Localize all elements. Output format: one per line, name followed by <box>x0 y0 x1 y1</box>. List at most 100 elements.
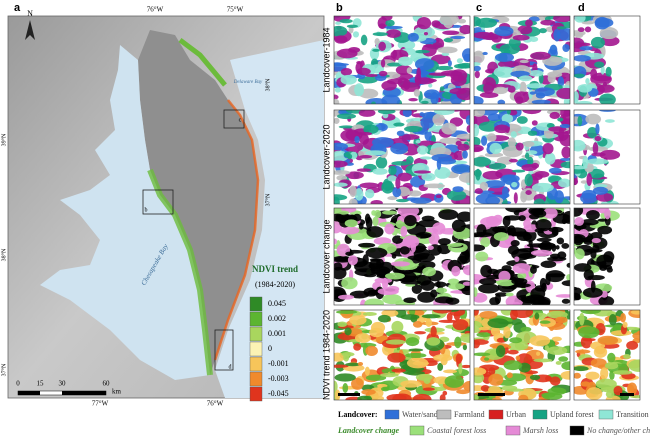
patch <box>527 130 538 136</box>
patch <box>340 68 353 76</box>
patch <box>336 175 348 181</box>
patch <box>420 280 435 291</box>
patch <box>561 218 567 225</box>
panel-frame <box>573 15 641 105</box>
patch <box>580 335 593 349</box>
patch <box>605 66 612 78</box>
patch <box>365 247 388 259</box>
patch <box>543 208 558 219</box>
patch <box>430 325 437 338</box>
patch <box>515 355 521 361</box>
patch <box>474 110 486 117</box>
patch <box>508 158 518 163</box>
patch <box>384 223 395 235</box>
patch <box>590 68 598 80</box>
patch <box>421 215 435 222</box>
patch <box>499 43 521 55</box>
patch <box>422 387 435 391</box>
patch <box>623 354 631 359</box>
patch <box>586 387 603 400</box>
patch <box>529 91 536 95</box>
patch <box>428 232 440 246</box>
legend-swatch <box>249 371 263 387</box>
patch <box>485 215 499 226</box>
patch <box>509 337 523 344</box>
panel-frame <box>473 309 571 401</box>
patch <box>420 116 435 129</box>
patch <box>386 78 403 85</box>
patch <box>334 117 340 124</box>
ocean <box>215 40 324 398</box>
patch <box>334 142 348 151</box>
patch <box>554 190 565 204</box>
row-label: Landcover change <box>321 219 331 293</box>
patch <box>474 95 484 104</box>
patch <box>574 366 589 372</box>
patch <box>604 362 619 370</box>
patch <box>338 294 355 300</box>
patch <box>488 373 504 386</box>
patch <box>434 296 454 304</box>
patch <box>632 331 640 340</box>
patch <box>334 182 348 187</box>
patch <box>535 218 552 232</box>
patch <box>358 131 373 136</box>
patch <box>561 280 570 287</box>
patch <box>474 144 484 153</box>
legend-swatch <box>249 356 263 372</box>
panel-texture <box>474 208 570 305</box>
patch <box>524 152 530 160</box>
patch <box>556 26 567 30</box>
patch <box>397 172 412 182</box>
patch <box>346 24 359 29</box>
patch <box>380 372 399 378</box>
patch <box>364 366 370 376</box>
patch <box>369 327 384 338</box>
patch <box>474 292 488 303</box>
panel-frame <box>473 15 571 105</box>
patch <box>400 82 421 92</box>
patch <box>450 35 466 40</box>
patch <box>556 87 570 100</box>
patch <box>360 34 368 46</box>
patch <box>528 70 544 77</box>
patch <box>524 173 533 187</box>
patch <box>476 332 491 338</box>
legend-label: Transition <box>616 410 649 419</box>
patch <box>382 178 393 192</box>
legend-label: -0.001 <box>268 359 289 368</box>
patch <box>530 51 551 60</box>
patch <box>431 153 453 162</box>
patch <box>413 170 432 174</box>
patch <box>487 113 501 122</box>
patch <box>387 175 397 182</box>
patch <box>484 180 506 189</box>
patch <box>599 93 616 104</box>
patch <box>455 353 463 364</box>
scale-bar <box>62 391 106 395</box>
panel-cell <box>473 207 571 306</box>
panel-cell <box>473 109 571 205</box>
patch <box>546 256 567 262</box>
patch <box>536 237 552 242</box>
panel-texture <box>474 110 570 204</box>
patch <box>494 26 514 37</box>
panel-frame <box>573 309 641 401</box>
patch <box>334 35 348 44</box>
legend-label: Farmland <box>454 410 485 419</box>
patch <box>574 16 586 23</box>
patch <box>534 171 550 178</box>
patch <box>354 83 365 97</box>
patch <box>335 310 358 314</box>
legend-label: 0.045 <box>268 299 286 308</box>
patch <box>506 110 511 115</box>
patch <box>428 83 433 88</box>
panel-cell <box>333 207 471 306</box>
patch <box>402 110 412 118</box>
patch <box>364 188 375 199</box>
patch <box>539 28 547 34</box>
patch <box>496 279 515 287</box>
patch <box>457 255 468 265</box>
patch <box>586 210 600 220</box>
patch <box>574 208 584 217</box>
